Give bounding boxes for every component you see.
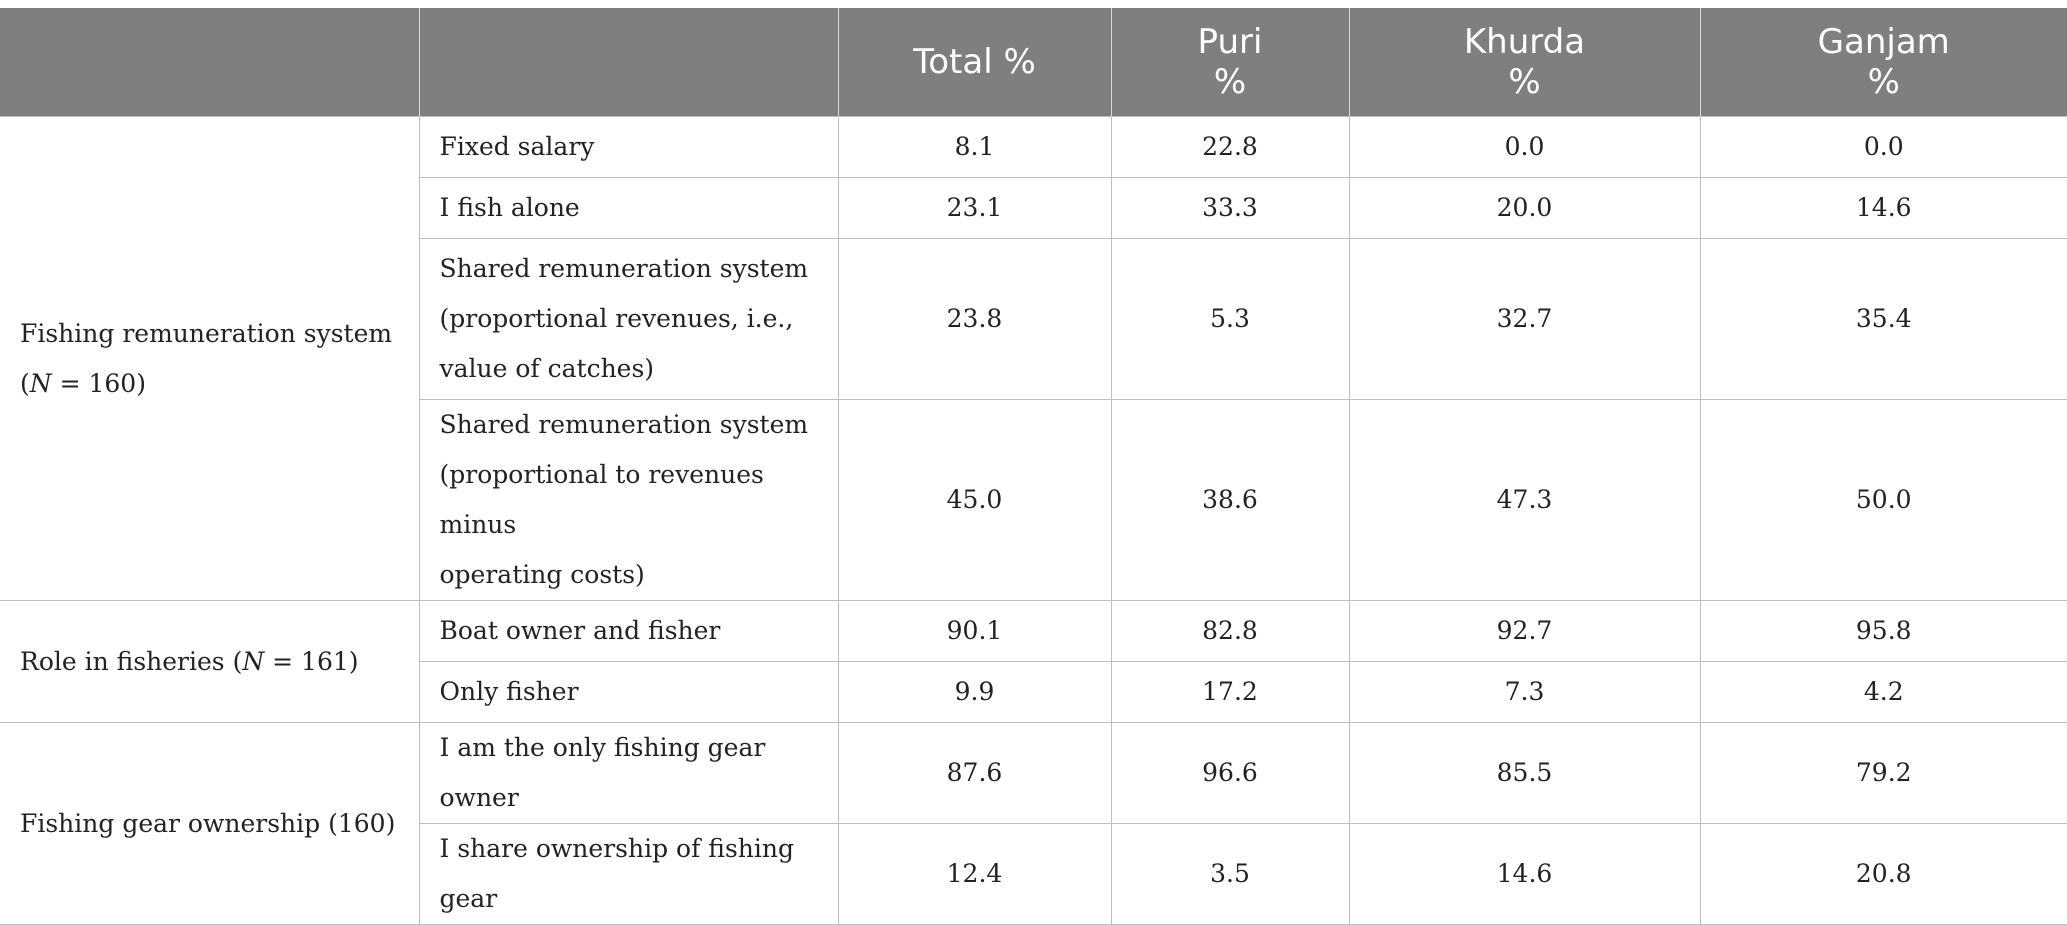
row-item-label: I share ownership of fishing gear: [419, 823, 839, 925]
group-label-n-suffix: = 160): [51, 368, 146, 398]
cell-khurda: 0.0: [1348, 116, 1701, 178]
cell-khurda: 32.7: [1348, 238, 1701, 400]
cell-ganjam: 4.2: [1699, 661, 2067, 723]
cell-total: 23.1: [837, 177, 1112, 239]
cell-ganjam: 79.2: [1699, 722, 2067, 824]
cell-ganjam: 50.0: [1699, 399, 2067, 601]
cell-khurda: 92.7: [1348, 600, 1701, 662]
group-label-text: Role in fisheries (: [20, 646, 243, 676]
group-label-role: Role in fisheries (N = 161): [0, 600, 420, 723]
group-label-gear: Fishing gear ownership (160): [0, 722, 420, 925]
cell-total: 9.9: [837, 661, 1112, 723]
row-item-label: I fish alone: [419, 177, 839, 239]
header-cell-puri: Puri %: [1110, 8, 1350, 117]
table-row: I fish alone 23.1 33.3 20.0 14.6: [0, 177, 2067, 239]
cell-total: 90.1: [837, 600, 1112, 662]
cell-puri: 82.8: [1110, 600, 1350, 662]
row-item-line: value of catches): [439, 354, 655, 383]
header-cell-total: Total %: [837, 8, 1112, 117]
header-khurda-unit: %: [1508, 62, 1541, 102]
header-ganjam-label: Ganjam: [1817, 22, 1950, 62]
cell-khurda: 47.3: [1348, 399, 1701, 601]
table-row: Only fisher 9.9 17.2 7.3 4.2: [0, 661, 2067, 723]
cell-puri: 17.2: [1110, 661, 1350, 723]
cell-khurda: 14.6: [1348, 823, 1701, 925]
cell-total: 23.8: [837, 238, 1112, 400]
table-row: Fishing remuneration system (N = 160) Fi…: [0, 116, 2067, 601]
header-total-label: Total %: [913, 42, 1036, 82]
row-item-line: operating costs): [439, 560, 645, 589]
group-label-n-prefix: (: [20, 368, 30, 398]
table-body: Fishing remuneration system (N = 160) Fi…: [0, 116, 2067, 925]
cell-khurda: 85.5: [1348, 722, 1701, 824]
header-puri-unit: %: [1213, 62, 1247, 102]
cell-puri: 38.6: [1110, 399, 1350, 601]
table-row: Shared remuneration system (proportional…: [0, 399, 2067, 601]
header-khurda-label: Khurda: [1463, 22, 1586, 62]
header-ganjam-unit: %: [1867, 62, 1900, 102]
cell-khurda: 7.3: [1348, 661, 1701, 723]
cell-ganjam: 0.0: [1699, 116, 2067, 178]
group-label-n-suffix: = 161): [264, 646, 359, 676]
cell-ganjam: 95.8: [1699, 600, 2067, 662]
header-cell-khurda: Khurda %: [1348, 8, 1701, 117]
table-header: Total % Puri % Khurda % Ganjam %: [0, 8, 2067, 117]
fisheries-table: Total % Puri % Khurda % Ganjam % Fishing…: [0, 8, 2067, 925]
row-item-line: (proportional to revenues minus: [439, 460, 764, 539]
row-item-line: (proportional revenues, i.e.,: [439, 304, 794, 333]
cell-ganjam: 20.8: [1699, 823, 2067, 925]
cell-puri: 5.3: [1110, 238, 1350, 400]
table-row: Role in fisheries (N = 161) Boat owner a…: [0, 600, 2067, 723]
cell-puri: 3.5: [1110, 823, 1350, 925]
header-row: Total % Puri % Khurda % Ganjam %: [0, 8, 2067, 117]
row-item-label: Boat owner and fisher: [418, 600, 839, 662]
row-item-line: Shared remuneration system: [439, 410, 809, 439]
group-label-n-var: N: [29, 368, 52, 398]
row-item-line: Shared remuneration system: [439, 254, 809, 283]
group-label-text: Fishing remuneration system: [20, 318, 393, 348]
cell-puri: 22.8: [1110, 116, 1350, 178]
cell-total: 8.1: [837, 116, 1112, 178]
table-row: Fishing gear ownership (160) I am the on…: [0, 722, 2067, 925]
cell-total: 45.0: [837, 399, 1112, 601]
header-cell-item: [418, 8, 839, 117]
cell-ganjam: 14.6: [1699, 177, 2067, 239]
data-table-container: Total % Puri % Khurda % Ganjam % Fishing…: [0, 8, 2067, 925]
row-item-label-multiline: Shared remuneration system (proportional…: [419, 238, 839, 400]
group-label-remuneration: Fishing remuneration system (N = 160): [0, 116, 420, 601]
cell-total: 87.6: [837, 722, 1112, 824]
cell-total: 12.4: [837, 823, 1112, 925]
row-item-label: Only fisher: [419, 661, 839, 723]
row-item-label: Fixed salary: [418, 116, 839, 178]
row-item-label-multiline: Shared remuneration system (proportional…: [419, 399, 839, 601]
cell-ganjam: 35.4: [1699, 238, 2067, 400]
header-cell-category: [0, 8, 420, 117]
row-item-label: I am the only fishing gear owner: [418, 722, 839, 824]
header-puri-label: Puri: [1197, 22, 1263, 62]
cell-puri: 96.6: [1110, 722, 1350, 824]
header-cell-ganjam: Ganjam %: [1699, 8, 2067, 117]
cell-puri: 33.3: [1110, 177, 1350, 239]
table-row: Shared remuneration system (proportional…: [0, 238, 2067, 400]
group-label-n-var: N: [242, 646, 265, 676]
cell-khurda: 20.0: [1348, 177, 1701, 239]
